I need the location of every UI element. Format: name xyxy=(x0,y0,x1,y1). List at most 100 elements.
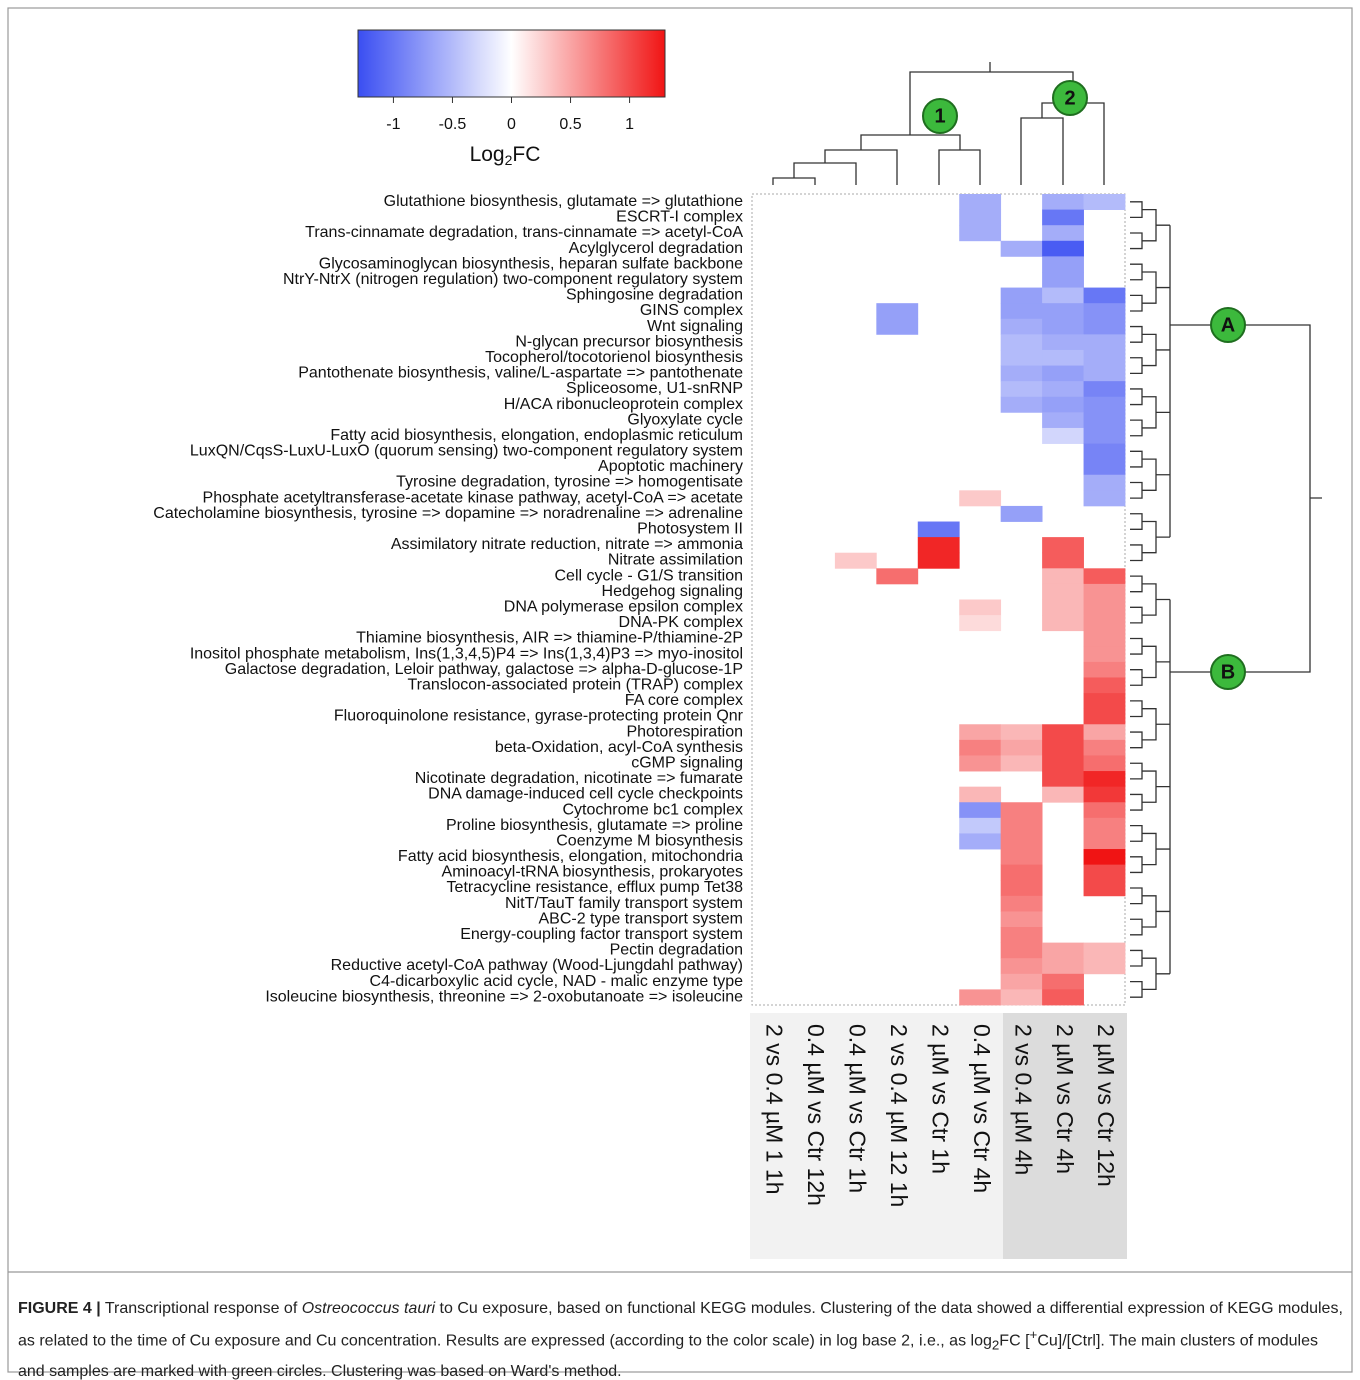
heatmap-cell xyxy=(1083,615,1126,632)
row-label: beta-Oxidation, acyl-CoA synthesis xyxy=(495,739,743,756)
heatmap-cell xyxy=(1000,927,1043,944)
heatmap-cell xyxy=(1083,693,1126,710)
heatmap-cell xyxy=(1083,568,1126,585)
heatmap-cell xyxy=(1000,240,1043,257)
row-label: Aminoacyl-tRNA biosynthesis, prokaryotes xyxy=(442,864,743,881)
row-label: Nitrate assimilation xyxy=(608,552,743,569)
heatmap-cell xyxy=(917,552,960,569)
row-label: Cytochrome bc1 complex xyxy=(562,801,743,818)
row-label: Inositol phosphate metabolism, Ins(1,3,4… xyxy=(190,645,743,662)
heatmap-cell xyxy=(1083,755,1126,772)
heatmap-cell xyxy=(1000,739,1043,756)
heatmap-cell xyxy=(834,552,877,569)
row-label: DNA damage-induced cell cycle checkpoint… xyxy=(428,786,743,803)
heatmap-cell xyxy=(1042,615,1084,632)
heatmap-cell xyxy=(959,490,1002,507)
row-label: Photorespiration xyxy=(626,723,743,740)
heatmap-cell xyxy=(1083,349,1126,366)
colorbar-tick-label: -0.5 xyxy=(439,116,467,133)
heatmap-cell xyxy=(1042,973,1084,990)
heatmap-cell xyxy=(1000,958,1043,975)
row-label: Translocon-associated protein (TRAP) com… xyxy=(407,676,743,693)
caption-text: log xyxy=(970,1332,992,1350)
heatmap-cell xyxy=(1042,381,1084,398)
heatmap-cell xyxy=(1000,396,1043,413)
heatmap-cell xyxy=(959,739,1002,756)
heatmap-cell xyxy=(1042,396,1084,413)
column-label: 2 µM vs Ctr 4h xyxy=(1052,1024,1078,1174)
heatmap-cell xyxy=(1000,318,1043,335)
heatmap-cell xyxy=(1042,771,1084,788)
heatmap-cell xyxy=(1083,459,1126,476)
heatmap-cell xyxy=(1000,817,1043,834)
cluster-marker xyxy=(922,98,958,134)
heatmap-cell xyxy=(959,833,1002,850)
cluster-label: 1 xyxy=(934,105,945,127)
heatmap-cell xyxy=(959,209,1002,226)
row-label: Fatty acid biosynthesis, elongation, end… xyxy=(330,427,743,444)
heatmap-cell xyxy=(1000,880,1043,897)
heatmap-cell xyxy=(1042,599,1084,616)
heatmap-cell xyxy=(1000,989,1043,1006)
row-dendrogram xyxy=(1130,201,1322,998)
column-label: 2 vs 0.4 µM 1 1h xyxy=(762,1024,788,1195)
figure-border xyxy=(7,7,1353,1373)
heatmap-cell xyxy=(876,318,919,335)
heatmap-cell xyxy=(959,817,1002,834)
heatmap-cell xyxy=(1042,724,1084,741)
heatmap-cell xyxy=(1083,802,1126,819)
row-label: Acylglycerol degradation xyxy=(569,240,743,257)
row-label: Trans-cinnamate degradation, trans-cinna… xyxy=(305,224,743,241)
row-label: Tocopherol/tocotorienol biosynthesis xyxy=(485,349,743,366)
heatmap-cell xyxy=(1042,287,1084,304)
heatmap-cell xyxy=(1083,599,1126,616)
row-label: Catecholamine biosynthesis, tyrosine => … xyxy=(153,505,743,522)
heatmap-cell xyxy=(1042,349,1084,366)
heatmap-cell xyxy=(1083,661,1126,678)
heatmap-cell xyxy=(1083,724,1126,741)
row-label: Assimilatory nitrate reduction, nitrate … xyxy=(391,536,743,553)
caption-label: FIGURE 4 | xyxy=(18,1300,101,1317)
cluster-marker xyxy=(1210,307,1246,343)
row-label: Nicotinate degradation, nicotinate => fu… xyxy=(415,770,743,787)
heatmap-cell xyxy=(1083,396,1126,413)
heatmap-cell xyxy=(1000,864,1043,881)
heatmap-cell xyxy=(1083,958,1126,975)
heatmap-cell xyxy=(1083,786,1126,803)
heatmap-cell xyxy=(1083,677,1126,694)
heatmap-cell xyxy=(1000,381,1043,398)
row-label: N-glycan precursor biosynthesis xyxy=(515,333,743,350)
heatmap-cell xyxy=(917,521,960,538)
heatmap-cell xyxy=(959,615,1002,632)
caption-text: to Cu exposure, based on functional KEGG… xyxy=(18,1300,1343,1350)
heatmap-cell xyxy=(1042,552,1084,569)
caption-sup: + xyxy=(1029,1327,1038,1342)
row-label: Phosphate acetyltransferase-acetate kina… xyxy=(203,489,744,506)
cluster-marker xyxy=(1210,654,1246,690)
heatmap-cell xyxy=(1000,349,1043,366)
colorbar-title: Log2FC xyxy=(470,143,541,168)
heatmap-cell xyxy=(1083,381,1126,398)
heatmap-cell xyxy=(1083,646,1126,663)
heatmap-cell xyxy=(1083,490,1126,507)
heatmap-cell xyxy=(1000,755,1043,772)
row-label: Fatty acid biosynthesis, elongation, mit… xyxy=(398,848,743,865)
heatmap-cell xyxy=(1042,427,1084,444)
column-label: 0.4 µM vs Ctr 12h xyxy=(803,1024,829,1206)
heatmap-cell xyxy=(1000,895,1043,912)
row-label: Fluoroquinolone resistance, gyrase-prote… xyxy=(334,708,744,725)
heatmap-cell xyxy=(1000,303,1043,320)
heatmap-cell xyxy=(1083,849,1126,866)
row-label: Photosystem II xyxy=(637,521,743,538)
row-label: Pectin degradation xyxy=(610,942,743,959)
heatmap-cell xyxy=(1042,755,1084,772)
heatmap-cell xyxy=(1000,911,1043,928)
heatmap-cell xyxy=(959,786,1002,803)
heatmap-cell xyxy=(959,724,1002,741)
caption-text: Transcriptional response of xyxy=(100,1300,302,1317)
heatmap-cell xyxy=(917,537,960,554)
column-label: 2 µM vs Ctr 12h xyxy=(1093,1024,1119,1187)
column-label: 0.4 µM vs Ctr 1h xyxy=(845,1024,871,1193)
heatmap-cell xyxy=(959,802,1002,819)
heatmap-cell xyxy=(1083,942,1126,959)
